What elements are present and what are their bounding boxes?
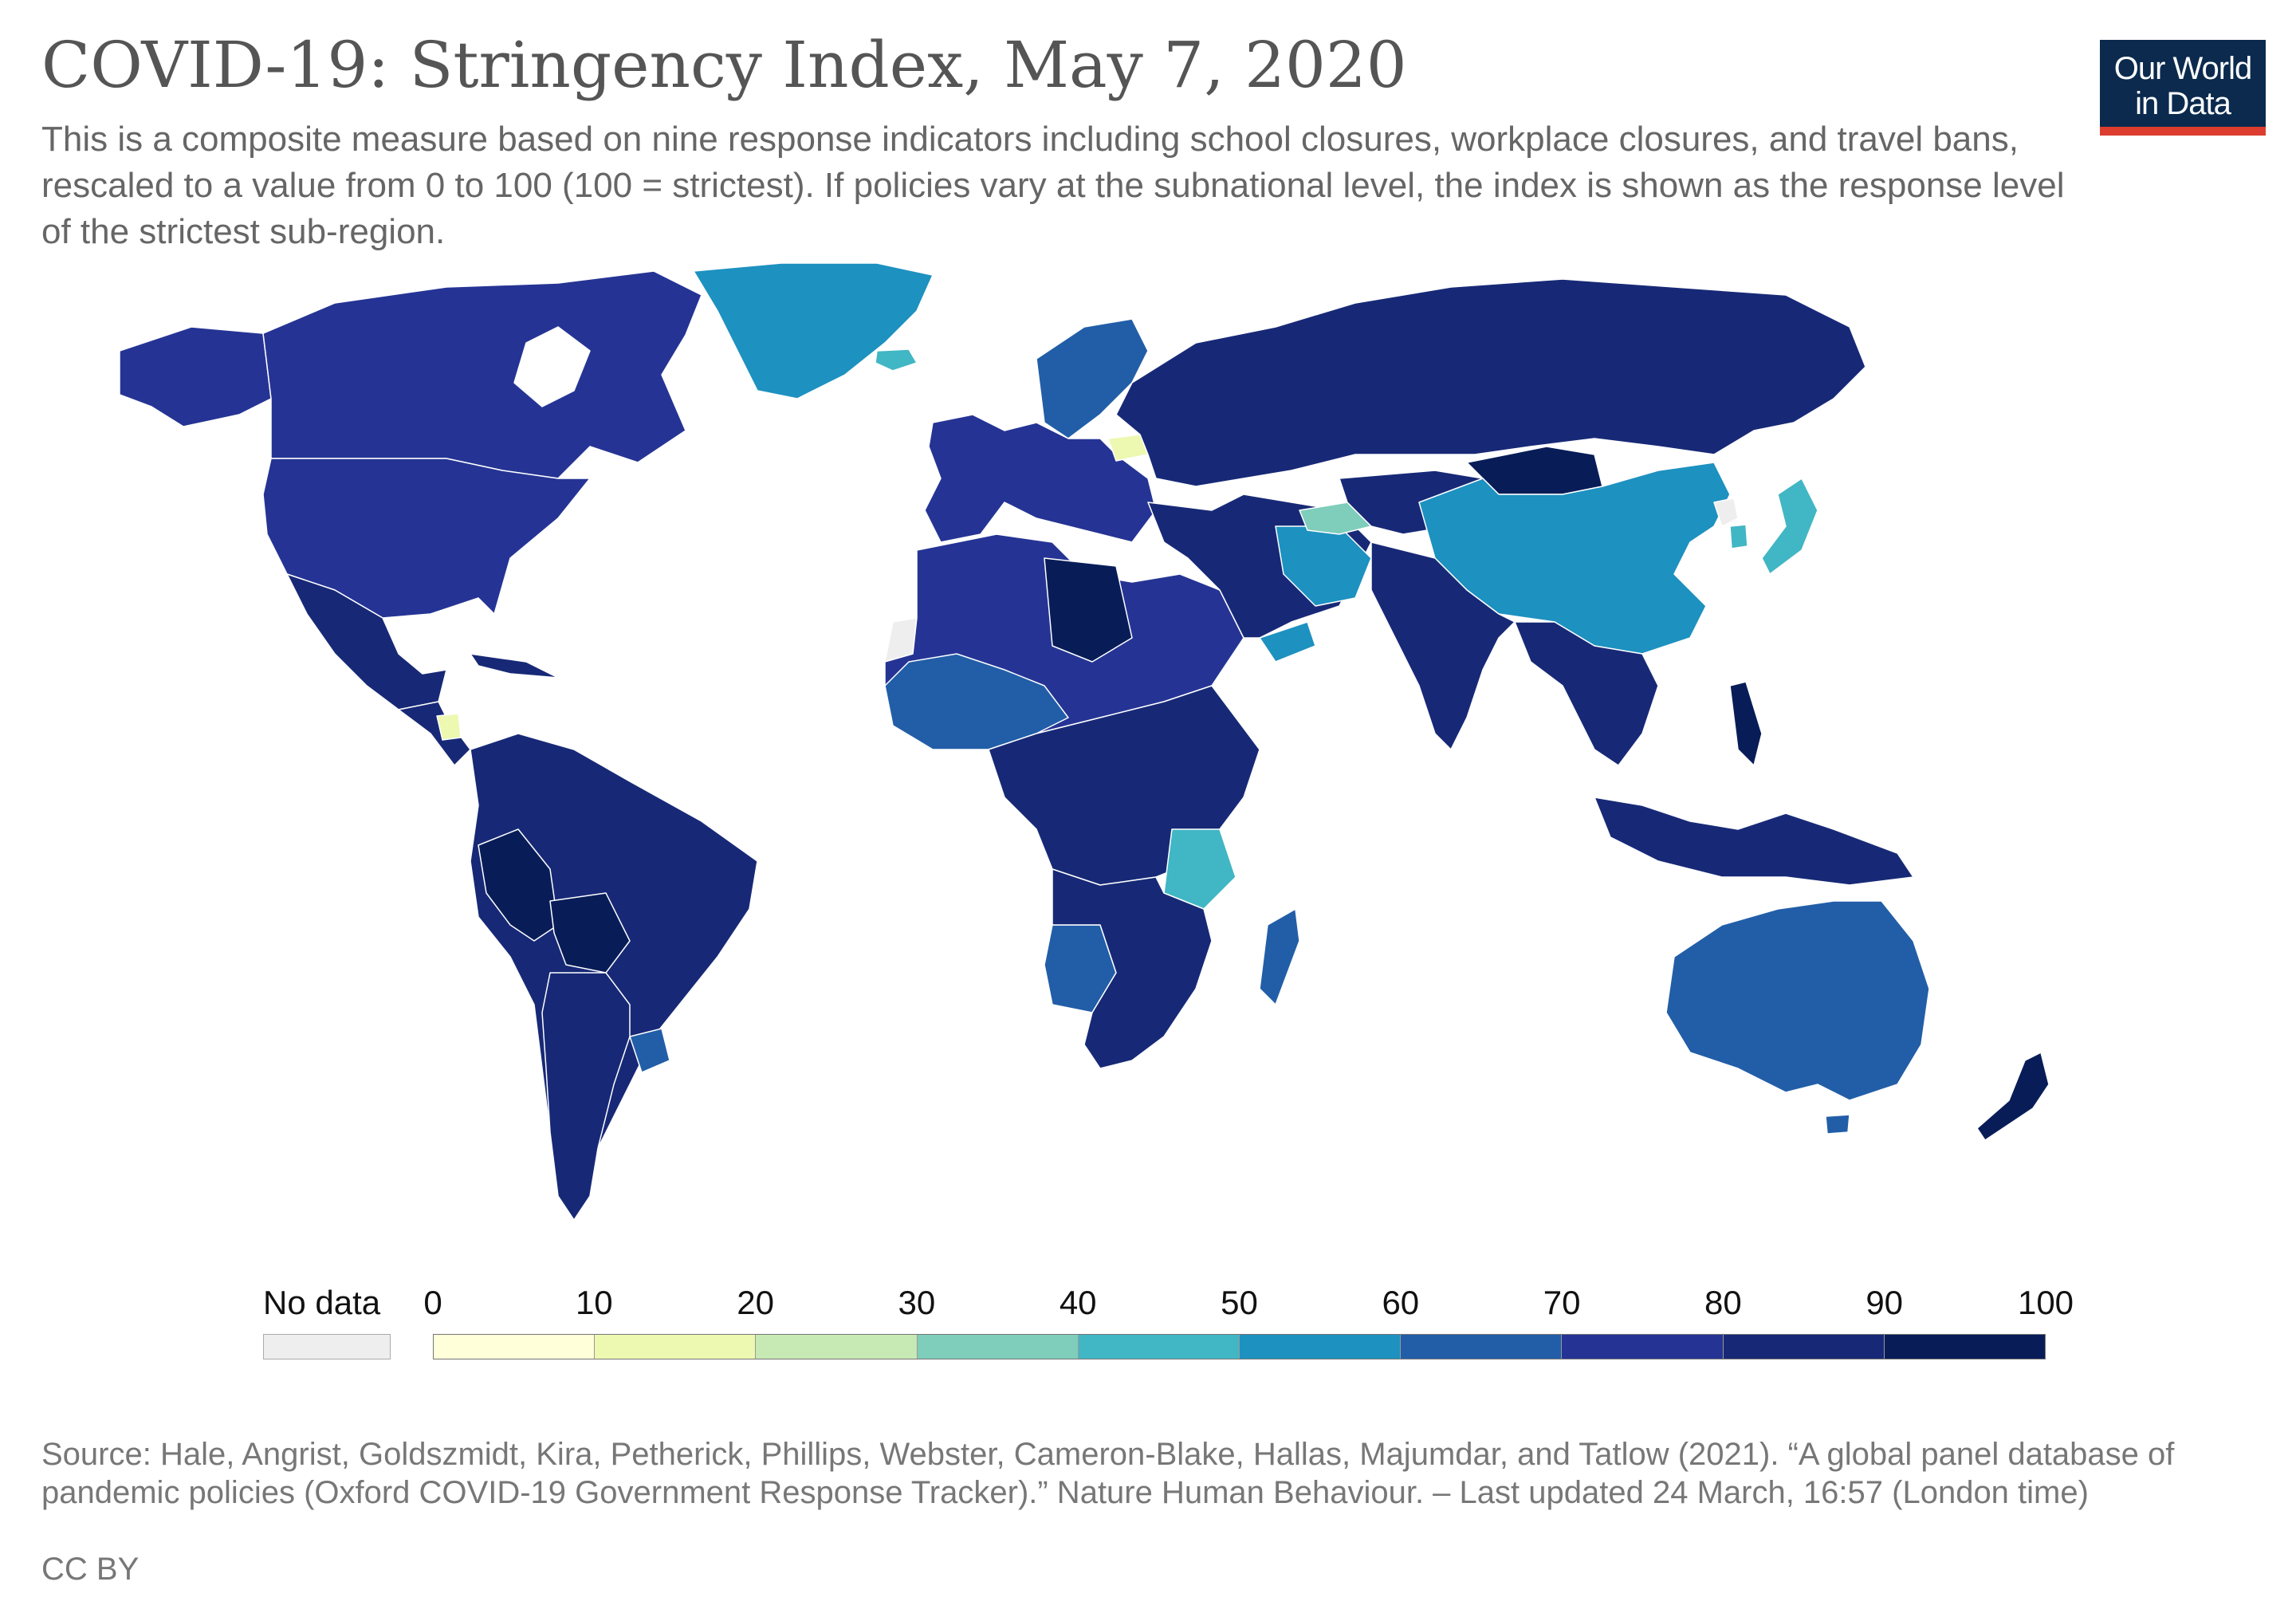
legend-no-data-label: No data (263, 1284, 381, 1321)
india[interactable] (1370, 541, 1516, 750)
legend-tick-label: 70 (1543, 1284, 1581, 1321)
legend-tick-label: 50 (1221, 1284, 1258, 1321)
source-note: Source: Hale, Angrist, Goldszmidt, Kira,… (41, 1437, 2175, 1510)
yemen[interactable] (1259, 621, 1316, 663)
legend-bin-9[interactable] (1884, 1335, 2046, 1359)
iceland[interactable] (875, 348, 918, 372)
united-states[interactable] (262, 458, 591, 619)
southern-africa[interactable] (1052, 868, 1213, 1069)
indonesia[interactable] (1594, 797, 1914, 886)
legend-color-scale[interactable] (433, 1334, 2046, 1359)
south-korea[interactable] (1729, 524, 1748, 549)
legend-bin-3[interactable] (917, 1335, 1079, 1359)
legend-tick-label: 80 (1704, 1284, 1742, 1321)
west-africa[interactable] (884, 653, 1069, 750)
north-korea[interactable] (1713, 498, 1739, 527)
madagascar[interactable] (1259, 908, 1300, 1005)
cuba[interactable] (470, 653, 559, 679)
libya[interactable] (1044, 557, 1133, 663)
western-europe[interactable] (924, 414, 1157, 543)
australia[interactable] (1825, 1114, 1850, 1135)
tanzania[interactable] (1163, 828, 1236, 910)
china[interactable] (1418, 462, 1731, 655)
legend-tick-label: 10 (575, 1284, 613, 1321)
legend-tick-label: 0 (423, 1284, 442, 1321)
turkmenistan[interactable] (1299, 502, 1372, 535)
legend-tick-labels: 0 10 20 30 40 50 60 70 80 90 100 (423, 1284, 2074, 1325)
legend-tick-label: 100 (2017, 1284, 2074, 1321)
philippines[interactable] (1729, 681, 1763, 766)
legend-bin-6[interactable] (1401, 1335, 1563, 1359)
southeast-asia[interactable] (1514, 621, 1659, 766)
uruguay[interactable] (629, 1028, 670, 1073)
license-note: CC BY (41, 1552, 140, 1587)
legend-tick-label: 60 (1382, 1284, 1420, 1321)
legend-tick-label: 40 (1059, 1284, 1097, 1321)
alaska[interactable] (119, 326, 272, 427)
legend-tick-label: 30 (898, 1284, 936, 1321)
legend-bin-7[interactable] (1562, 1335, 1724, 1359)
chart-subtitle: This is a composite measure based on nin… (41, 120, 2065, 251)
south-america[interactable] (470, 733, 758, 1221)
logo-line-1: Our World (2113, 50, 2253, 86)
legend-bin-1[interactable] (595, 1335, 757, 1359)
canada[interactable] (262, 270, 702, 479)
legend-bin-4[interactable] (1078, 1335, 1240, 1359)
argentina[interactable] (541, 972, 631, 1221)
legend-tick-label: 20 (737, 1284, 774, 1321)
legend-tick-label: 90 (1866, 1284, 1904, 1321)
legend-bin-2[interactable] (756, 1335, 918, 1359)
new-zealand[interactable] (1976, 1052, 2050, 1141)
chart-title: COVID-19: Stringency Index, May 7, 2020 (41, 28, 1407, 102)
legend-bin-0[interactable] (434, 1335, 596, 1359)
greenland[interactable] (693, 262, 934, 399)
central-america[interactable] (398, 701, 471, 766)
world-map[interactable] (0, 239, 2296, 1276)
canada[interactable] (513, 326, 591, 407)
owid-logo[interactable]: Our World in Data (2100, 40, 2266, 136)
mexico[interactable] (286, 573, 447, 710)
legend-bin-8[interactable] (1723, 1335, 1885, 1359)
logo-line-2: in Data (2135, 85, 2231, 121)
legend-no-data-swatch (263, 1334, 391, 1359)
legend-bin-5[interactable] (1240, 1335, 1402, 1359)
nicaragua[interactable] (436, 713, 462, 741)
russia[interactable] (1115, 278, 1866, 487)
japan[interactable] (1761, 478, 1818, 575)
peru[interactable] (478, 828, 559, 942)
australia[interactable] (1665, 900, 1930, 1101)
